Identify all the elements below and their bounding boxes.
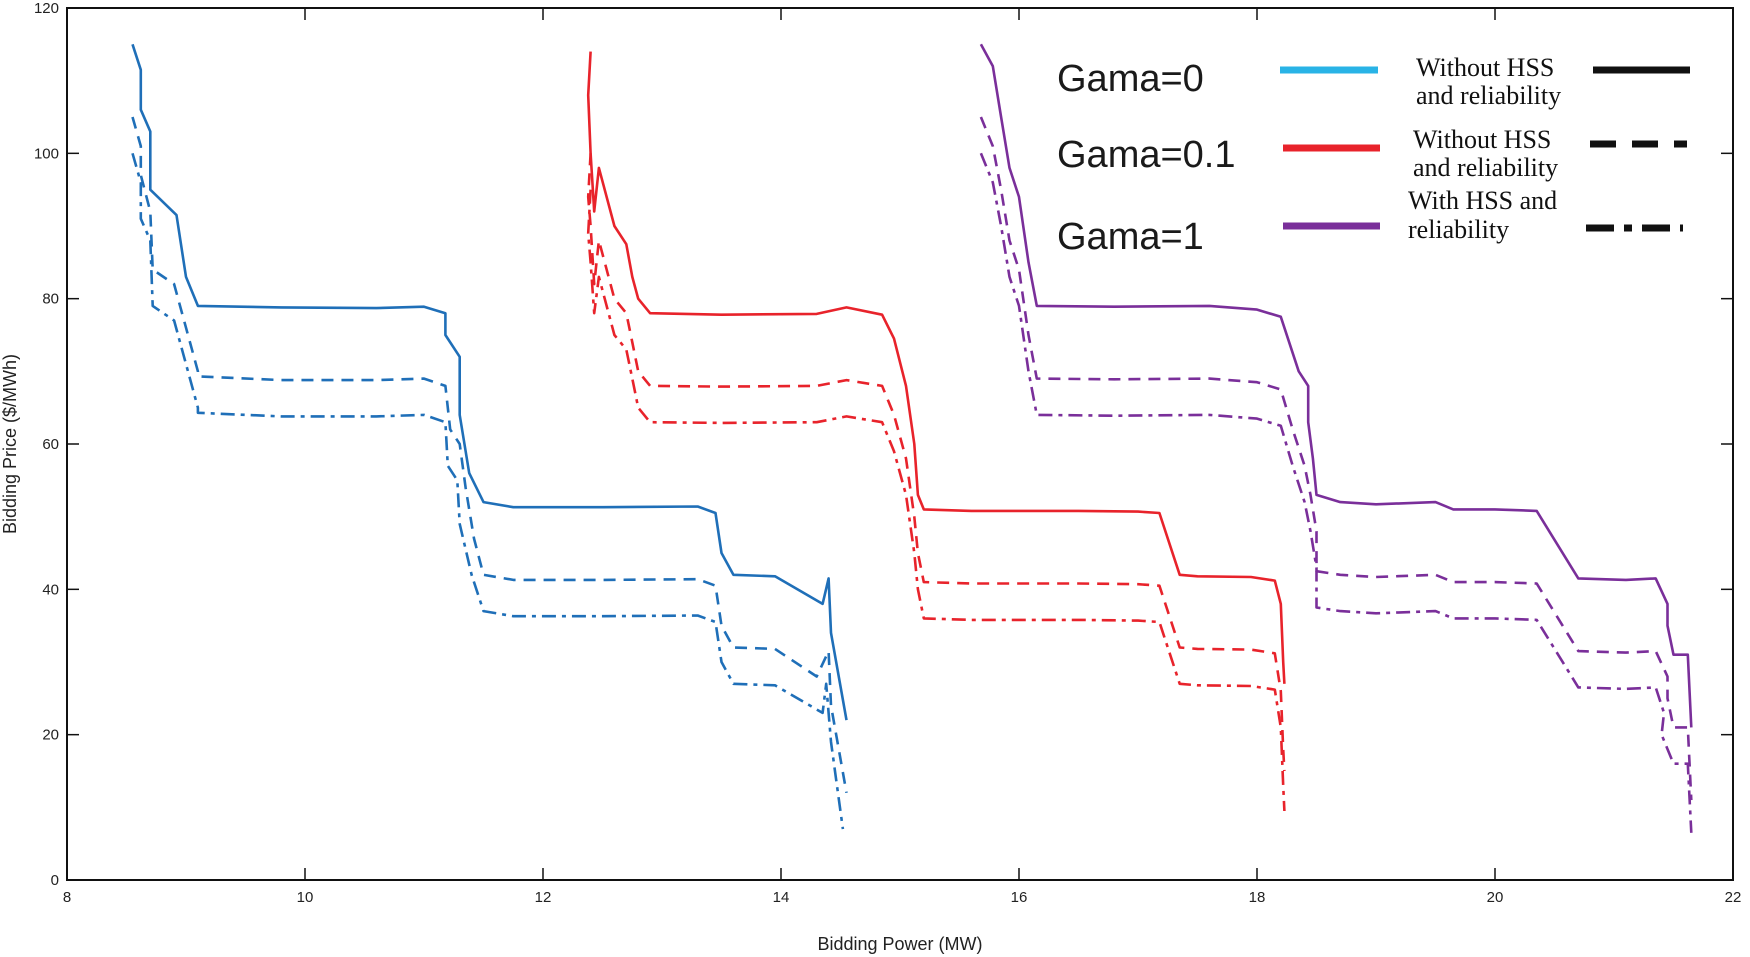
series-line-1 [131,116,848,794]
legend-style-dashed-line1: Without HSS [1413,125,1551,154]
y-tick-label: 120 [34,0,59,17]
axis-ticks: 8 10 12 14 16 18 20 22 0 20 40 60 80 100 120 [34,0,1741,906]
legend-style-solid-line2: and reliability [1416,81,1561,110]
series-line-3 [586,51,1286,684]
legend: Gama=0 Gama=0.1 Gama=1 Without HSS and r… [1057,53,1690,258]
series-line-8 [979,152,1693,833]
x-tick-label: 14 [773,889,790,906]
y-tick-label: 100 [34,145,59,162]
x-tick-label: 22 [1725,889,1742,906]
legend-gama-0.1-label: Gama=0.1 [1057,134,1236,176]
x-axis-label: Bidding Power (MW) [817,934,982,954]
series-line-4 [586,153,1286,772]
series-layer [131,43,1693,833]
series-line-5 [586,189,1286,812]
legend-style-dashed-line2: and reliability [1413,153,1558,182]
x-tick-label: 16 [1011,889,1028,906]
y-tick-label: 20 [42,727,59,744]
x-tick-label: 20 [1487,889,1504,906]
y-tick-label: 80 [42,291,59,308]
legend-style-solid-line1: Without HSS [1416,53,1554,82]
legend-gama-1-label: Gama=1 [1057,216,1204,258]
legend-style-dashdot-line2: reliability [1408,215,1509,244]
x-tick-label: 10 [297,889,314,906]
y-tick-label: 40 [42,581,59,598]
series-line-0 [131,43,848,721]
y-axis-label: Bidding Price ($/MWh) [0,354,20,534]
legend-style-dashdot-line1: With HSS and [1408,186,1557,215]
x-tick-label: 18 [1249,889,1266,906]
x-tick-label: 8 [63,889,71,906]
series-line-7 [979,116,1693,801]
y-tick-label: 0 [51,872,59,889]
legend-gama-0-label: Gama=0 [1057,58,1204,100]
series-line-2 [131,152,845,830]
y-tick-label: 60 [42,436,59,453]
x-tick-label: 12 [535,889,552,906]
series-line-6 [979,43,1693,728]
